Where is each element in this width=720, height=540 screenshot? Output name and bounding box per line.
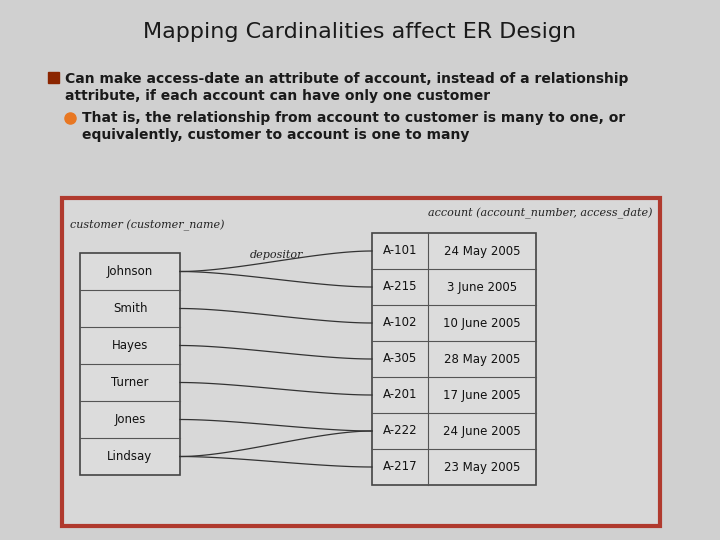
Text: attribute, if each account can have only one customer: attribute, if each account can have only… xyxy=(65,89,490,103)
Text: A-215: A-215 xyxy=(383,280,418,294)
Text: Jones: Jones xyxy=(114,413,145,426)
Text: A-201: A-201 xyxy=(383,388,418,402)
Text: Hayes: Hayes xyxy=(112,339,148,352)
Text: 3 June 2005: 3 June 2005 xyxy=(447,280,517,294)
Text: 24 May 2005: 24 May 2005 xyxy=(444,245,521,258)
Bar xyxy=(80,253,180,475)
Text: 28 May 2005: 28 May 2005 xyxy=(444,353,520,366)
Text: 24 June 2005: 24 June 2005 xyxy=(443,424,521,437)
Text: Mapping Cardinalities affect ER Design: Mapping Cardinalities affect ER Design xyxy=(143,22,577,42)
Text: That is, the relationship from account to customer is many to one, or: That is, the relationship from account t… xyxy=(82,111,625,125)
Text: Can make access-date an attribute of account, instead of a relationship: Can make access-date an attribute of acc… xyxy=(65,72,629,86)
Text: Lindsay: Lindsay xyxy=(107,450,153,463)
Text: A-101: A-101 xyxy=(383,245,418,258)
Text: customer (customer_name): customer (customer_name) xyxy=(70,220,225,231)
Text: Smith: Smith xyxy=(113,302,148,315)
Text: A-222: A-222 xyxy=(383,424,418,437)
Bar xyxy=(48,72,59,83)
Text: 17 June 2005: 17 June 2005 xyxy=(443,388,521,402)
Text: A-305: A-305 xyxy=(383,353,417,366)
Text: A-102: A-102 xyxy=(383,316,418,329)
Text: equivalently, customer to account is one to many: equivalently, customer to account is one… xyxy=(82,128,469,142)
Text: A-217: A-217 xyxy=(383,461,418,474)
Text: Turner: Turner xyxy=(112,376,149,389)
Bar xyxy=(62,198,660,526)
Text: 10 June 2005: 10 June 2005 xyxy=(444,316,521,329)
Text: depositor: depositor xyxy=(250,250,304,260)
Text: Johnson: Johnson xyxy=(107,265,153,278)
Bar xyxy=(372,233,536,485)
Text: 23 May 2005: 23 May 2005 xyxy=(444,461,520,474)
Text: account (account_number, access_date): account (account_number, access_date) xyxy=(428,208,652,219)
